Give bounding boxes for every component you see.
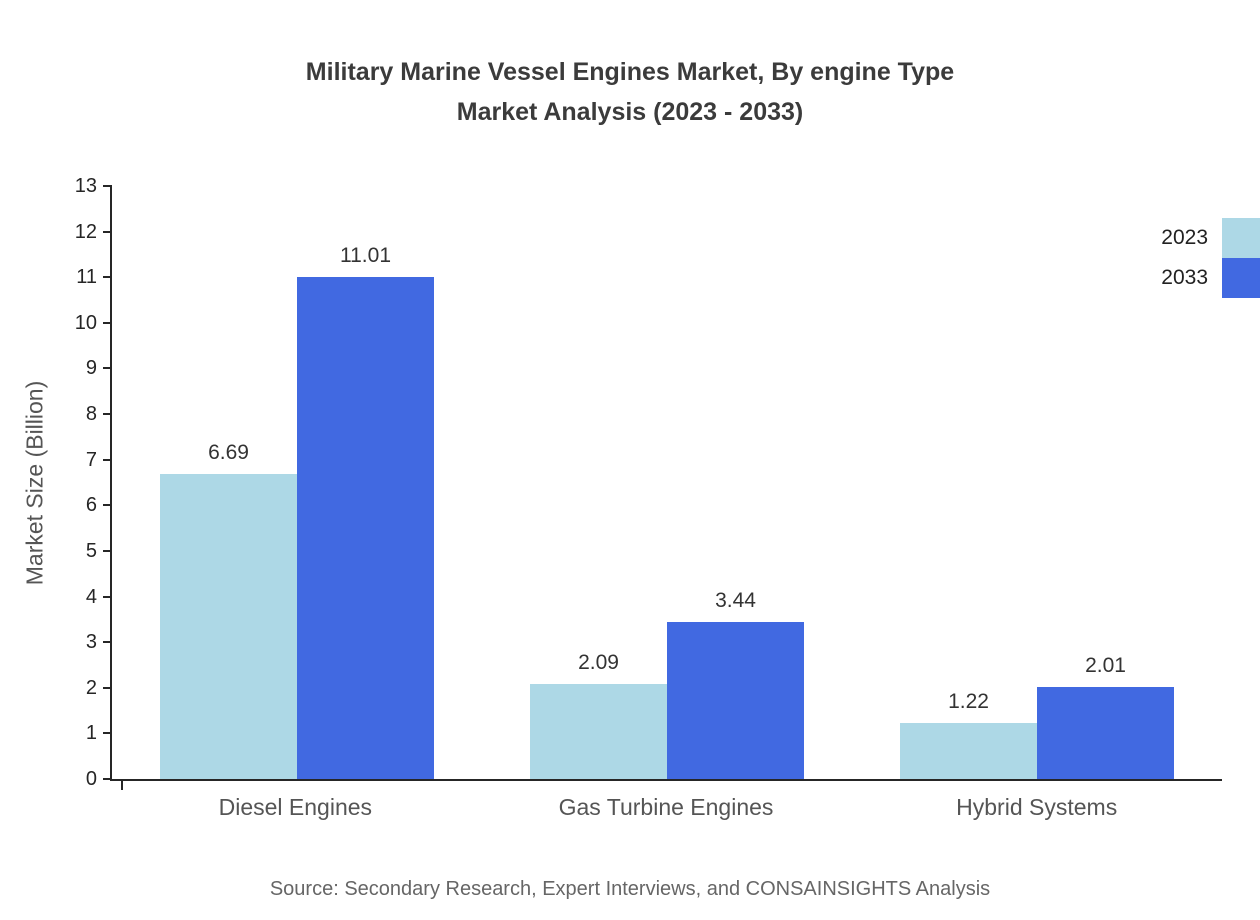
bar-2023: 2.09 xyxy=(530,651,667,779)
bar-2023: 1.22 xyxy=(900,690,1037,779)
y-tick-label: 3 xyxy=(85,631,97,654)
y-axis-ticks: 0 1 2 3 4 5 6 7 8 9 10 11 12 13 xyxy=(75,176,1222,789)
y-tick-mark xyxy=(103,595,112,598)
plot-area: 0 1 2 3 4 5 6 7 8 9 10 11 12 13 6.69 11.01 2.09 3.44 1.22… xyxy=(75,176,1222,790)
y-tick-label: 10 xyxy=(74,311,97,334)
legend-swatch xyxy=(1222,258,1260,298)
y-tick-label: 0 xyxy=(85,768,97,790)
bar-2033: 11.01 xyxy=(297,244,434,779)
legend-label: 2023 xyxy=(1161,226,1208,249)
y-tick-mark xyxy=(103,321,112,324)
y-tick-mark xyxy=(103,686,112,689)
y-tick-mark xyxy=(103,458,112,461)
y-tick-label: 13 xyxy=(74,175,97,197)
y-axis-title: Market Size (Billion) xyxy=(21,380,48,586)
y-tick-label: 12 xyxy=(74,220,97,243)
y-tick-mark xyxy=(103,185,112,187)
x-axis-labels: Diesel Engines Gas Turbine Engines Hybrid … xyxy=(110,794,1222,821)
y-tick-mark xyxy=(103,367,112,370)
bar-value-label: 3.44 xyxy=(715,589,756,613)
x-category-label: Hybrid Systems xyxy=(956,794,1118,820)
y-tick-mark xyxy=(103,230,112,233)
chart-title: Military Marine Vessel Engines Market, B… xyxy=(0,52,1260,132)
legend-swatch xyxy=(1222,218,1260,258)
y-tick-mark xyxy=(103,732,112,735)
bar-2023: 6.69 xyxy=(160,441,297,779)
y-tick-label: 8 xyxy=(85,403,97,426)
x-axis-origin-tick xyxy=(121,779,123,790)
y-tick-label: 7 xyxy=(85,448,97,471)
bar-value-label: 6.69 xyxy=(208,440,249,464)
bar-value-label: 1.22 xyxy=(948,690,989,714)
legend-item-2023: 2023 xyxy=(1161,218,1260,258)
y-tick-mark xyxy=(103,641,112,644)
legend-label: 2033 xyxy=(1161,266,1208,289)
y-tick-mark xyxy=(103,549,112,552)
y-tick-mark xyxy=(103,276,112,279)
bar-value-label: 2.09 xyxy=(578,650,619,674)
bar-2033: 3.44 xyxy=(667,589,804,779)
y-tick-mark xyxy=(103,504,112,507)
y-tick-label: 6 xyxy=(85,494,97,517)
chart-title-line1: Military Marine Vessel Engines Market, B… xyxy=(305,58,955,86)
legend-item-2033: 2033 xyxy=(1161,258,1260,298)
category-band: 2.09 3.44 xyxy=(482,186,852,779)
y-tick-mark xyxy=(103,413,112,416)
chart-title-line2: Market Analysis (2023 - 2033) xyxy=(456,98,804,126)
category-band: 6.69 11.01 xyxy=(112,186,482,779)
y-tick-label: 5 xyxy=(85,539,97,562)
bar-value-label: 2.01 xyxy=(1085,654,1126,678)
x-category-label: Diesel Engines xyxy=(218,794,373,820)
y-tick-label: 11 xyxy=(76,266,97,289)
category-band: 1.22 2.01 xyxy=(852,186,1222,779)
y-tick-label: 9 xyxy=(85,357,97,380)
bar-value-label: 11.01 xyxy=(340,243,391,267)
y-tick-label: 1 xyxy=(85,722,97,745)
y-tick-label: 2 xyxy=(85,676,97,699)
source-note: Source: Secondary Research, Expert Inter… xyxy=(269,878,991,900)
plot-bands: 6.69 11.01 2.09 3.44 1.22 2.01 xyxy=(112,186,1222,779)
y-tick-mark xyxy=(103,778,112,780)
bar-2033: 2.01 xyxy=(1037,654,1174,779)
x-category-label: Gas Turbine Engines xyxy=(558,794,774,820)
y-tick-label: 4 xyxy=(85,585,97,608)
legend: 2023 2033 xyxy=(1161,218,1260,298)
